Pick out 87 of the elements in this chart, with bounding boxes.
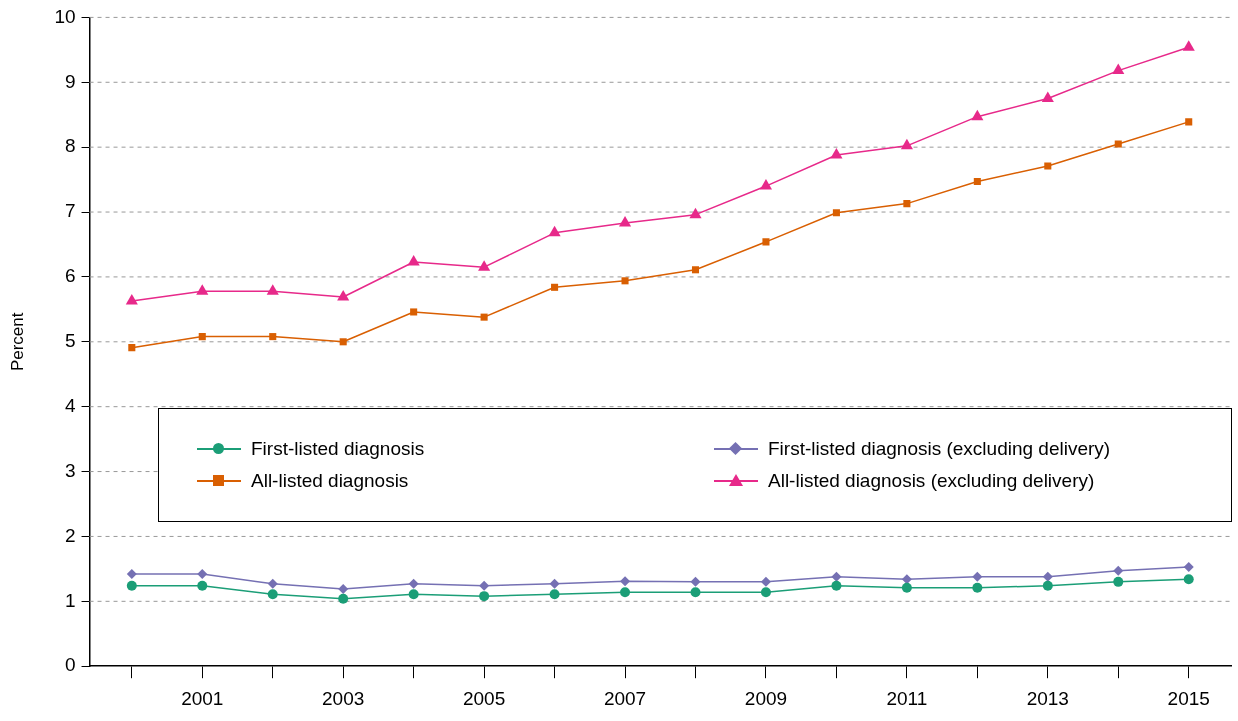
point (620, 576, 631, 587)
point (338, 583, 349, 594)
x-tick-label: 2005 (462, 687, 506, 709)
point (549, 589, 560, 600)
y-tick-label: 6 (64, 265, 76, 287)
y-tick-label: 5 (64, 330, 76, 352)
point (762, 238, 770, 246)
point (620, 587, 631, 598)
point (549, 578, 560, 589)
y-tick-label: 4 (64, 394, 76, 416)
point (408, 578, 419, 589)
x-tick-label: 2009 (744, 687, 788, 709)
x-tick-label: 2015 (1167, 687, 1210, 709)
point (479, 580, 490, 591)
point (832, 209, 840, 217)
point (1113, 565, 1124, 576)
point (900, 138, 913, 150)
y-tick-label: 1 (64, 589, 76, 611)
point (1044, 162, 1052, 170)
point (198, 333, 206, 341)
point (1183, 561, 1194, 572)
point (972, 582, 983, 593)
point (1182, 40, 1195, 51)
legend-label: All-listed diagnosis (excluding delivery) (768, 470, 1095, 492)
point (760, 587, 771, 598)
point (479, 591, 490, 602)
y-tick-label: 8 (64, 135, 76, 157)
point (690, 587, 701, 598)
point (480, 313, 488, 321)
point (478, 260, 491, 271)
point (1042, 571, 1053, 582)
point (266, 284, 279, 295)
point (128, 344, 136, 352)
point (337, 290, 350, 301)
point (408, 589, 419, 600)
point (338, 593, 349, 604)
point (267, 578, 278, 589)
point (267, 589, 278, 600)
point (690, 576, 701, 587)
point (339, 338, 347, 346)
point (689, 207, 702, 219)
point (759, 179, 773, 190)
point (972, 571, 983, 582)
point (269, 333, 277, 341)
point (903, 200, 911, 208)
point (197, 580, 208, 591)
legend-label: All-listed diagnosis (251, 470, 409, 492)
point (125, 293, 138, 305)
point (1112, 63, 1125, 75)
point (971, 109, 984, 121)
y-tick-label: 10 (54, 5, 76, 27)
point (1114, 140, 1122, 148)
point (407, 255, 420, 266)
x-tick-label: 2003 (322, 687, 365, 709)
point (1185, 118, 1193, 126)
point (196, 284, 209, 295)
point (691, 266, 700, 274)
point (1042, 580, 1053, 591)
point (197, 569, 208, 580)
point (1183, 574, 1194, 585)
point (973, 178, 981, 186)
point (126, 569, 137, 580)
point (548, 225, 561, 237)
y-tick-label: 7 (64, 200, 76, 222)
y-tick-label: 2 (64, 524, 76, 546)
point (901, 582, 912, 593)
x-tick-label: 2011 (886, 687, 928, 709)
legend-label: First-listed diagnosis (excluding delivery) (768, 438, 1111, 460)
legend-label: First-listed diagnosis (251, 438, 425, 460)
point (618, 216, 632, 227)
x-tick-label: 2007 (603, 687, 647, 709)
point (126, 580, 137, 591)
y-tick-label: 3 (64, 459, 76, 481)
point (621, 277, 629, 285)
point (1041, 91, 1054, 102)
point (1113, 576, 1124, 587)
y-tick-label: 9 (64, 70, 76, 92)
point (831, 580, 842, 591)
y-axis-title: Percent (7, 312, 27, 372)
point (410, 308, 418, 316)
point (551, 283, 559, 291)
y-tick-label: 0 (64, 654, 76, 676)
x-tick-label: 2001 (181, 687, 224, 709)
x-tick-label: 2013 (1026, 687, 1069, 709)
point (830, 147, 843, 159)
point (760, 576, 771, 587)
point (831, 571, 842, 582)
